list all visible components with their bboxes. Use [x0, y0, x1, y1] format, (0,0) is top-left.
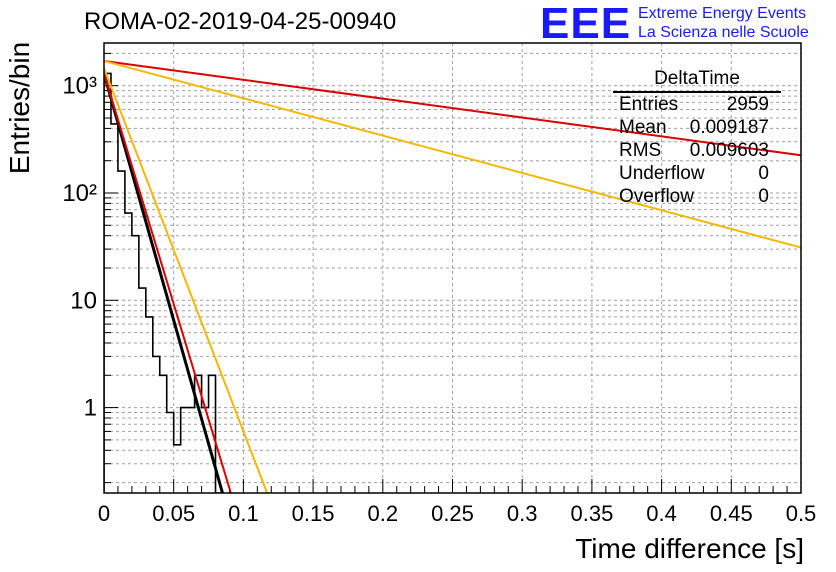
stats-row-underflow: Underflow 0	[613, 162, 781, 185]
x-tick-label: 0.15	[292, 501, 335, 526]
stats-row-rms: RMS 0.009603	[613, 139, 781, 162]
y-tick-label: 10²	[62, 180, 97, 207]
fit-line	[104, 73, 224, 493]
x-tick-label: 0.5	[786, 501, 817, 526]
stats-row-overflow: Overflow 0	[613, 185, 781, 208]
x-tick-label: 0.05	[152, 501, 195, 526]
x-tick-label: 0	[98, 501, 110, 526]
stats-value: 0	[758, 186, 769, 207]
x-tick-label: 0.4	[646, 501, 677, 526]
fit-line	[104, 59, 801, 157]
fit-line	[104, 68, 269, 493]
histogram-steps	[104, 72, 223, 493]
stats-row-mean: Mean 0.009187	[613, 116, 781, 139]
stats-box: DeltaTime Entries 2959 Mean 0.009187 RMS 0.…	[613, 68, 781, 208]
chart-title: ROMA-02-2019-04-25-00940	[84, 8, 397, 35]
x-tick-label: 0.45	[710, 501, 753, 526]
fit-line	[104, 73, 232, 493]
stats-value: 0.009187	[689, 117, 769, 138]
x-axis-label: Time difference [s]	[575, 533, 804, 564]
fit-line	[104, 60, 801, 249]
y-tick-label: 10³	[62, 73, 97, 100]
logo-text: Extreme Energy Events La Scienza nelle S…	[638, 4, 809, 42]
stats-value: 0.009603	[689, 140, 769, 161]
stats-title: DeltaTime	[613, 68, 781, 93]
stats-value: 2959	[726, 94, 769, 115]
stats-value: 0	[758, 163, 769, 184]
x-tick-label: 0.25	[431, 501, 474, 526]
y-tick-label: 1	[84, 395, 97, 422]
x-tick-label: 0.2	[368, 501, 399, 526]
stats-label: Underflow	[619, 163, 705, 184]
logo-line-2: La Scienza nelle Scuole	[638, 24, 809, 41]
stats-row-entries: Entries 2959	[613, 93, 781, 116]
logo-line-1: Extreme Energy Events	[638, 5, 807, 22]
stats-label: Entries	[619, 94, 679, 115]
x-tick-label: 0.1	[228, 501, 259, 526]
stats-label: RMS	[619, 140, 662, 161]
x-tick-label: 0.3	[507, 501, 538, 526]
y-tick-label: 10	[70, 287, 97, 314]
stats-label: Mean	[619, 117, 667, 138]
plot-frame	[103, 42, 802, 494]
x-tick-label: 0.35	[570, 501, 613, 526]
logo-mark: EEE	[540, 0, 632, 48]
stats-label: Overflow	[619, 186, 694, 207]
y-axis-label: Entries/bin	[4, 41, 35, 175]
